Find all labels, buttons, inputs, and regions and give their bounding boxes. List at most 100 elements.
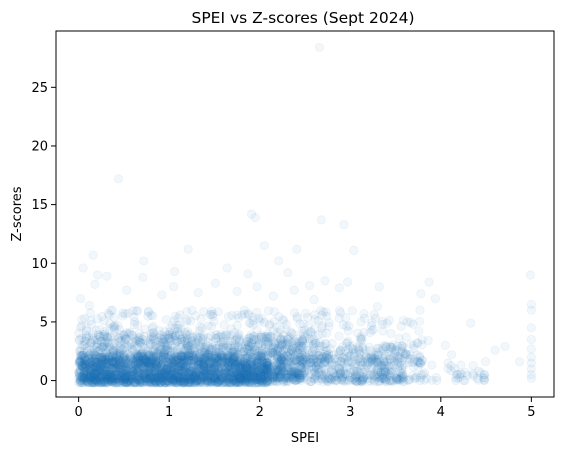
data-point [258,358,269,368]
data-point [131,358,141,368]
data-point [146,353,156,363]
data-point [241,377,251,387]
data-point [258,375,268,385]
data-point [347,306,357,316]
data-point [460,367,470,377]
data-point [214,365,224,375]
data-point [479,370,489,380]
y-tick-label: 0 [40,374,48,389]
data-point [256,351,266,361]
data-point [95,360,105,370]
data-point [240,376,250,386]
data-point [248,373,258,383]
data-point [159,372,169,382]
data-point [259,241,269,251]
data-point [123,369,134,379]
data-point [76,366,86,376]
data-point [162,376,172,386]
data-point [79,377,89,388]
data-point [210,361,220,371]
data-point [109,363,119,373]
data-point [143,377,153,387]
data-point [150,378,160,388]
data-point [103,372,113,382]
data-point [135,350,145,360]
data-point [140,360,151,370]
data-point [189,346,199,356]
data-point [223,378,233,388]
data-point [113,174,124,184]
data-point [214,377,224,387]
data-point [113,361,123,371]
data-point [133,352,143,363]
data-point [83,372,94,382]
data-point [131,357,141,367]
data-point [213,358,223,368]
data-point [261,377,271,387]
data-point [297,363,307,373]
data-point [241,375,251,386]
data-point [262,368,272,378]
data-point [75,372,86,382]
data-point [106,371,116,382]
data-point [254,375,264,385]
data-point [146,351,157,361]
data-point [135,375,145,386]
data-point [130,365,140,375]
data-point [151,375,161,385]
data-point [199,361,209,371]
data-point [145,373,155,383]
data-point [127,371,138,381]
data-point [174,365,185,376]
data-point [251,375,261,385]
data-point [161,375,172,386]
data-point [133,306,143,316]
data-point [134,352,144,362]
data-point [341,338,351,348]
data-point [88,353,99,364]
data-point [227,358,237,369]
data-point [201,370,211,380]
data-point [138,354,149,364]
data-point [162,376,172,386]
data-point [140,357,150,367]
data-point [176,351,186,361]
data-point [170,355,180,366]
data-point [100,339,110,349]
data-point [92,367,102,377]
data-point [199,366,209,376]
data-point [226,373,237,383]
data-point [215,375,225,386]
data-point [221,356,231,366]
data-point [130,377,140,387]
data-point [130,365,141,375]
data-point [372,357,382,367]
data-point [149,373,160,383]
data-point [236,368,246,378]
data-point [145,376,155,386]
data-point [259,364,269,374]
data-point [262,359,273,369]
data-point [235,355,245,365]
data-point [191,373,201,384]
data-point [188,372,198,382]
data-point [100,374,110,384]
data-point [118,375,128,385]
data-point [210,377,220,387]
data-point [183,378,193,388]
data-point [156,372,166,382]
data-point [83,353,93,364]
data-point [199,368,209,379]
y-tick-label: 10 [31,257,48,272]
data-point [184,366,194,376]
data-point [209,377,219,387]
data-point [88,378,98,388]
data-point [210,366,220,376]
data-point [194,359,204,369]
data-point [122,377,132,387]
data-point [213,378,223,388]
data-point [169,375,179,385]
data-point [159,357,169,368]
data-point [334,283,345,293]
data-point [150,351,160,361]
